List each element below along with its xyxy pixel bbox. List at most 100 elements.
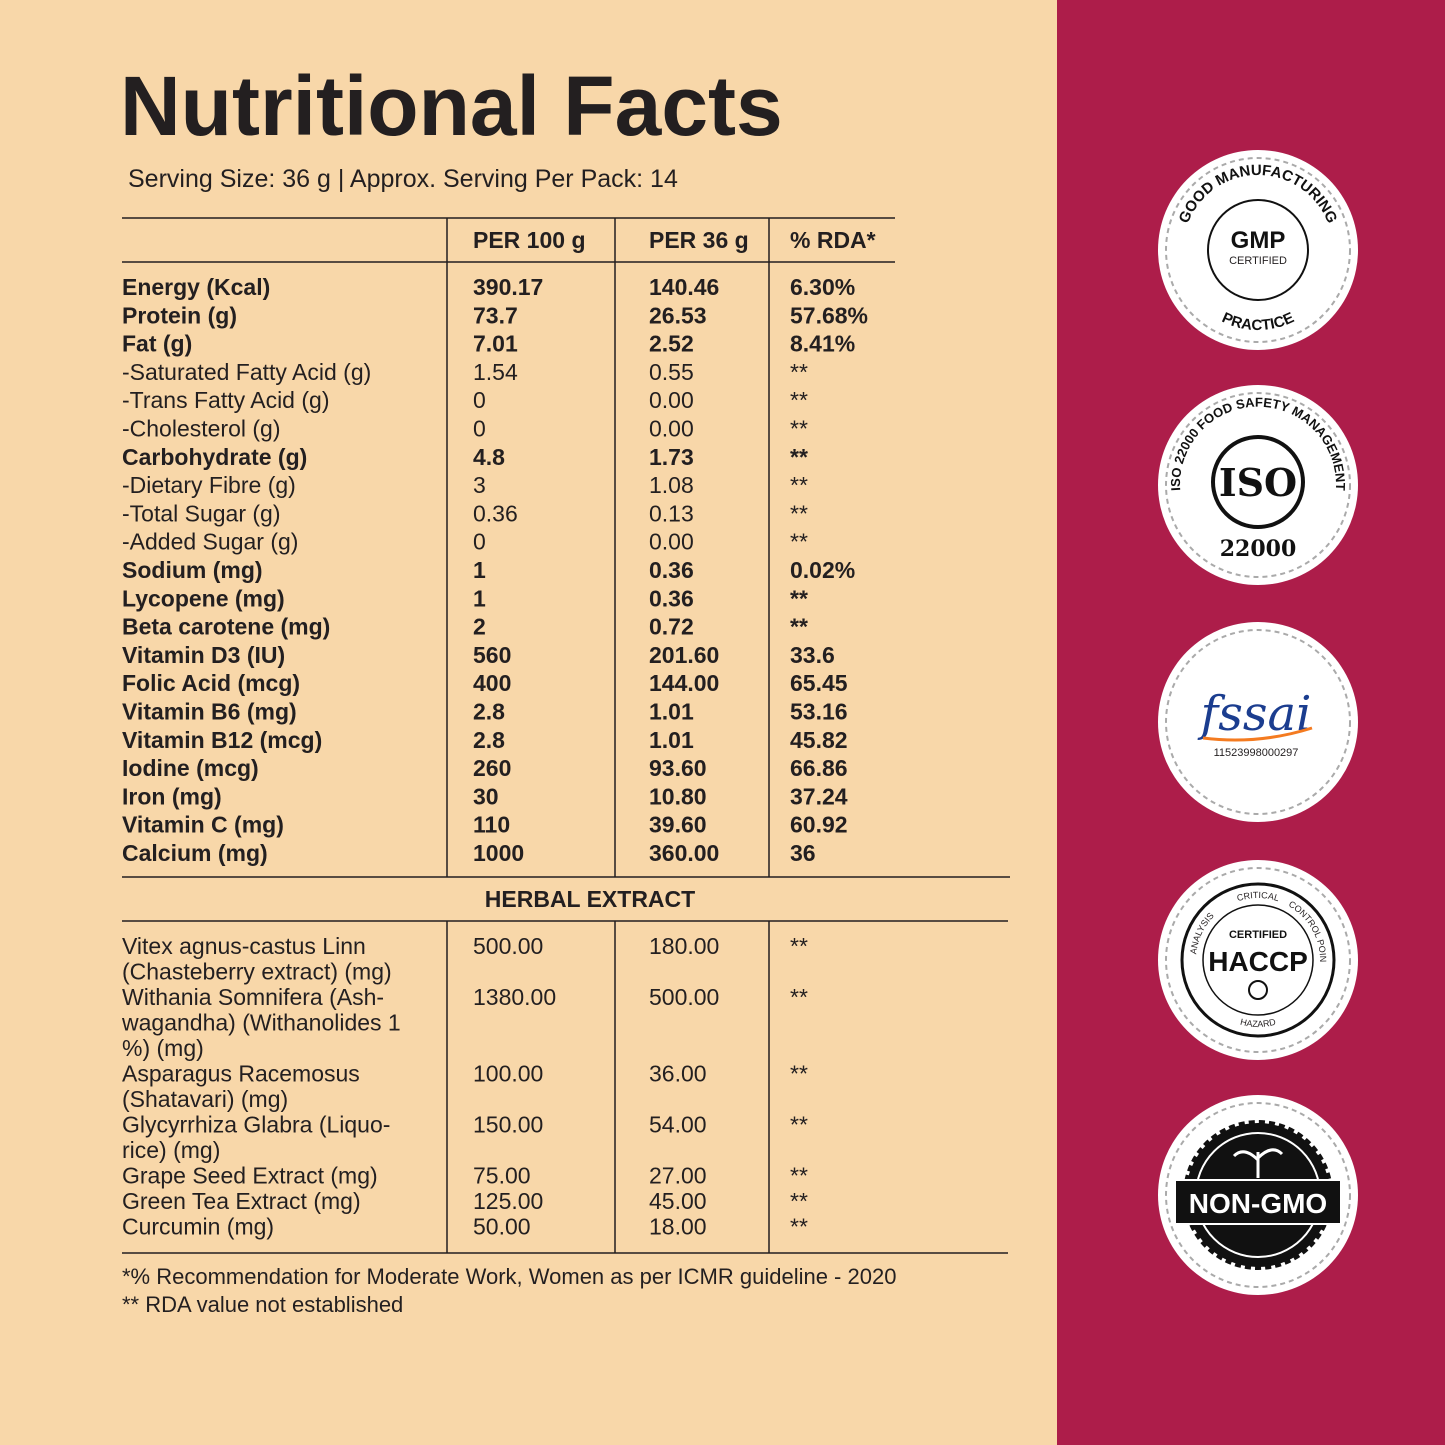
cell-value: 500.00 xyxy=(649,984,719,1010)
cell-value: 2.52 xyxy=(649,331,694,357)
cell-value: 0 xyxy=(473,416,486,442)
cell-value: 45.82 xyxy=(790,727,848,753)
cell-value: 1.01 xyxy=(649,727,694,753)
cell-value: 360.00 xyxy=(649,840,719,866)
herbal-title: HERBAL EXTRACT xyxy=(485,886,695,912)
cell-value: 30 xyxy=(473,783,499,809)
row-label: -Saturated Fatty Acid (g) xyxy=(122,359,371,385)
cell-value: 201.60 xyxy=(649,642,719,668)
cell-value: 33.6 xyxy=(790,642,835,668)
badge-ring xyxy=(1180,882,1336,1038)
cell-value: 37.24 xyxy=(790,783,848,809)
row-label: %) (mg) xyxy=(122,1035,204,1061)
row-label: Beta carotene (mg) xyxy=(122,614,330,640)
row-label: -Dietary Fibre (g) xyxy=(122,472,296,498)
cell-value: ** xyxy=(790,1188,808,1214)
row-label: Energy (Kcal) xyxy=(122,274,270,300)
row-label: Curcumin (mg) xyxy=(122,1214,274,1240)
row-label: rice) (mg) xyxy=(122,1137,220,1163)
badge-disc xyxy=(1158,860,1358,1060)
badge-dash xyxy=(1165,629,1351,815)
cell-value: 0 xyxy=(473,387,486,413)
badge-disc xyxy=(1158,622,1358,822)
cell-value: 1 xyxy=(473,585,486,611)
cell-value: 3 xyxy=(473,472,486,498)
cell-value: 0.00 xyxy=(649,529,694,555)
cell-value: 2.8 xyxy=(473,727,505,753)
row-label: Glycyrrhiza Glabra (Liquo- xyxy=(122,1112,390,1138)
cell-value: ** xyxy=(790,387,808,413)
cell-value: 0.36 xyxy=(473,500,518,526)
row-label: Vitamin B6 (mg) xyxy=(122,699,297,725)
row-label: Protein (g) xyxy=(122,302,237,328)
cell-value: 7.01 xyxy=(473,331,518,357)
badge-dash xyxy=(1165,867,1351,1053)
column-header: % RDA* xyxy=(790,227,876,253)
cell-value: 144.00 xyxy=(649,670,719,696)
cell-value: ** xyxy=(790,1061,808,1087)
cell-value: 1000 xyxy=(473,840,524,866)
cell-value: 65.45 xyxy=(790,670,848,696)
cell-value: 100.00 xyxy=(473,1061,543,1087)
row-label: Vitex agnus-castus Linn xyxy=(122,933,366,959)
badge-text: 11523998000297 xyxy=(1214,747,1299,759)
cell-value: 1.54 xyxy=(473,359,518,385)
cell-value: 2 xyxy=(473,614,486,640)
row-label: Calcium (mg) xyxy=(122,840,268,866)
row-label: -Cholesterol (g) xyxy=(122,416,281,442)
row-label: Vitamin C (mg) xyxy=(122,812,284,838)
cell-value: 0.72 xyxy=(649,614,694,640)
cell-value: 260 xyxy=(473,755,511,781)
panel-left xyxy=(0,0,1057,1445)
badge-ring xyxy=(1207,199,1309,301)
row-label: -Total Sugar (g) xyxy=(122,500,281,526)
cell-value: 110 xyxy=(473,812,510,838)
cell-value: 0.13 xyxy=(649,500,694,526)
nutrition-table: HERBAL EXTRACT *% Recommendation for Mod… xyxy=(121,217,1010,1317)
cell-value: 140.46 xyxy=(649,274,719,300)
row-label: (Shatavari) (mg) xyxy=(122,1086,288,1112)
cell-value: 26.53 xyxy=(649,302,707,328)
row-label: Folic Acid (mcg) xyxy=(122,670,300,696)
badge-sprout xyxy=(1232,1148,1284,1178)
row-label: Asparagus Racemosus xyxy=(122,1061,360,1087)
badge-text: NON-GMO xyxy=(1189,1188,1327,1219)
cell-value: 93.60 xyxy=(649,755,707,781)
badge-globe xyxy=(1211,435,1305,529)
row-label: -Added Sugar (g) xyxy=(122,529,298,555)
row-label: Iron (mg) xyxy=(122,783,222,809)
cell-value: ** xyxy=(790,585,808,611)
row-label: Iodine (mcg) xyxy=(122,755,259,781)
row-label: Vitamin B12 (mcg) xyxy=(122,727,322,753)
cell-value: 150.00 xyxy=(473,1112,543,1138)
cell-value: ** xyxy=(790,529,808,555)
footnote: ** RDA value not established xyxy=(122,1292,403,1317)
badge-text: HACCP xyxy=(1208,946,1308,977)
badge-text: ISO xyxy=(1219,460,1297,505)
cell-value: 36.00 xyxy=(649,1061,707,1087)
cell-value: ** xyxy=(790,1214,808,1240)
cell-value: 50.00 xyxy=(473,1214,531,1240)
row-label: Lycopene (mg) xyxy=(122,585,285,611)
footnote: *% Recommendation for Moderate Work, Wom… xyxy=(122,1264,896,1289)
cell-value: ** xyxy=(790,984,808,1010)
row-label: Grape Seed Extract (mg) xyxy=(122,1163,378,1189)
cell-value: 0.00 xyxy=(649,416,694,442)
cell-value: 0.36 xyxy=(649,585,694,611)
badge-text: CRITICAL xyxy=(1236,890,1281,903)
cell-value: 75.00 xyxy=(473,1163,531,1189)
subtitle: Serving Size: 36 g | Approx. Serving Per… xyxy=(128,165,678,193)
cell-value: ** xyxy=(790,472,808,498)
cell-value: ** xyxy=(790,359,808,385)
cell-value: 560 xyxy=(473,642,511,668)
badge-disc xyxy=(1158,385,1358,585)
cell-value: ** xyxy=(790,933,808,959)
cell-value: 39.60 xyxy=(649,812,707,838)
title: Nutritional Facts xyxy=(120,59,783,153)
cell-value: 36 xyxy=(790,840,816,866)
badge-check xyxy=(1248,980,1268,1000)
cell-value: 54.00 xyxy=(649,1112,707,1138)
cell-value: 0.36 xyxy=(649,557,694,583)
